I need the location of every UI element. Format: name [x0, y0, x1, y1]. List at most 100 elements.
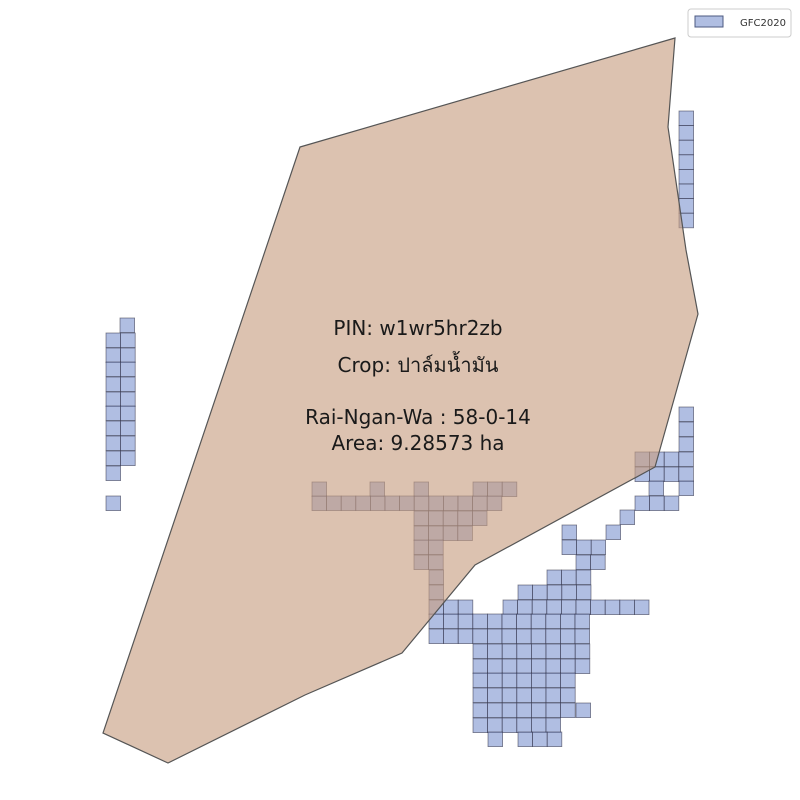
gfc2020-cell — [634, 495, 651, 512]
gfc2020-cell — [545, 717, 562, 734]
gfc2020-cell — [120, 450, 136, 467]
gfc2020-cell — [486, 613, 503, 630]
gfc2020-cell — [545, 672, 562, 689]
gfc2020-cell — [501, 658, 518, 675]
gfc2020-cell — [575, 702, 592, 719]
gfc2020-cell — [501, 687, 518, 704]
gfc2020-cell — [532, 584, 548, 601]
gfc2020-cell — [531, 599, 548, 616]
gfc2020-cell — [545, 643, 562, 660]
gfc2020-cell — [648, 480, 665, 497]
gfc2020-cell — [472, 717, 489, 734]
gfc2020-cell — [574, 643, 591, 660]
gfc2020-cell — [575, 569, 592, 586]
gfc2020-cell — [105, 450, 122, 467]
legend-swatch-gfc2020 — [694, 15, 724, 28]
gfc2020-cell — [678, 406, 695, 423]
gfc2020-cell — [560, 613, 576, 630]
gfc2020-cell — [590, 554, 606, 571]
gfc2020-cell — [516, 672, 532, 689]
gfc2020-cell — [532, 731, 548, 748]
gfc2020-cell — [561, 524, 578, 541]
gfc2020-cell — [530, 628, 547, 645]
gfc2020-cell — [119, 317, 136, 334]
gfc2020-cell — [663, 495, 680, 512]
gfc2020-cell — [486, 628, 503, 645]
gfc2020-cell — [560, 672, 576, 689]
gfc2020-cell — [561, 599, 577, 616]
gfc2020-cell — [516, 658, 532, 675]
gfc2020-cell — [546, 569, 563, 586]
gfc2020-cell — [472, 628, 488, 645]
gfc2020-cell — [105, 332, 122, 349]
gfc2020-cell — [120, 347, 136, 364]
gfc2020-cell — [105, 376, 122, 393]
gfc2020-cell — [120, 405, 136, 422]
gfc2020-cell — [487, 643, 503, 660]
gfc2020-cell — [105, 391, 122, 408]
gfc2020-cell — [560, 643, 576, 660]
gfc2020-cell — [501, 628, 518, 645]
gfc2020-cell — [576, 584, 592, 601]
gfc2020-cell — [501, 672, 518, 689]
gfc2020-cell — [678, 125, 695, 141]
gfc2020-cell — [531, 643, 547, 660]
gfc2020-cell — [619, 509, 636, 526]
gfc2020-cell — [576, 539, 592, 556]
gfc2020-cell — [105, 361, 122, 378]
gfc2020-cell — [516, 702, 532, 719]
gfc2020-cell — [516, 613, 532, 630]
gfc2020-cell — [546, 599, 562, 616]
gfc2020-cell — [560, 702, 576, 719]
parcel-rai-ngan-wa-label: Rai-Ngan-Wa : 58-0-14 — [305, 405, 531, 429]
gfc2020-cell — [105, 495, 122, 512]
gfc2020-cell — [678, 168, 695, 185]
gfc2020-cell — [516, 687, 532, 704]
legend-label-gfc2020: GFC2020 — [740, 18, 786, 29]
parcel-area-label: Area: 9.28573 ha — [331, 431, 504, 455]
gfc2020-cell — [531, 702, 547, 719]
gfc2020-cell — [487, 717, 503, 734]
gfc2020-cell — [472, 672, 489, 689]
gfc2020-cell — [457, 613, 474, 630]
gfc2020-cell — [120, 435, 136, 452]
gfc2020-cell — [678, 451, 694, 468]
gfc2020-cell — [678, 198, 695, 214]
gfc2020-cell — [487, 702, 503, 719]
gfc2020-cell — [531, 658, 547, 675]
gfc2020-cell — [105, 405, 122, 422]
gfc2020-cell — [545, 658, 562, 675]
parcel-polygon[interactable] — [102, 37, 699, 764]
gfc2020-cell — [561, 584, 577, 601]
parcel-crop-label: Crop: ปาล์มน้ำมัน — [338, 351, 499, 377]
gfc2020-cell — [501, 702, 518, 719]
gfc2020-cell — [678, 154, 695, 170]
gfc2020-cell — [530, 613, 547, 630]
gfc2020-cell — [575, 599, 592, 616]
gfc2020-cell — [545, 702, 562, 719]
gfc2020-cell — [120, 332, 136, 349]
gfc2020-cell — [487, 672, 503, 689]
gfc2020-cell — [605, 524, 622, 541]
gfc2020-cell — [678, 110, 695, 127]
gfc2020-cell — [120, 420, 136, 437]
gfc2020-cell — [487, 731, 504, 748]
gfc2020-cell — [649, 495, 665, 512]
gfc2020-cell — [501, 643, 518, 660]
gfc2020-cell — [487, 658, 503, 675]
gfc2020-cell — [590, 539, 607, 556]
gfc2020-cell — [472, 702, 489, 719]
gfc2020-cell — [663, 466, 680, 483]
gfc2020-cell — [574, 658, 591, 675]
gfc2020-cell — [472, 613, 488, 630]
gfc2020-cell — [678, 436, 695, 453]
legend: GFC2020 — [687, 8, 792, 38]
gfc2020-cell — [472, 687, 489, 704]
gfc2020-cell — [105, 435, 122, 452]
gfc2020-cell — [678, 183, 695, 200]
gfc2020-cell — [517, 731, 534, 748]
gfc2020-cell — [472, 643, 489, 660]
gfc2020-cell — [516, 643, 532, 660]
parcel-pin-label: PIN: w1wr5hr2zb — [333, 316, 502, 340]
